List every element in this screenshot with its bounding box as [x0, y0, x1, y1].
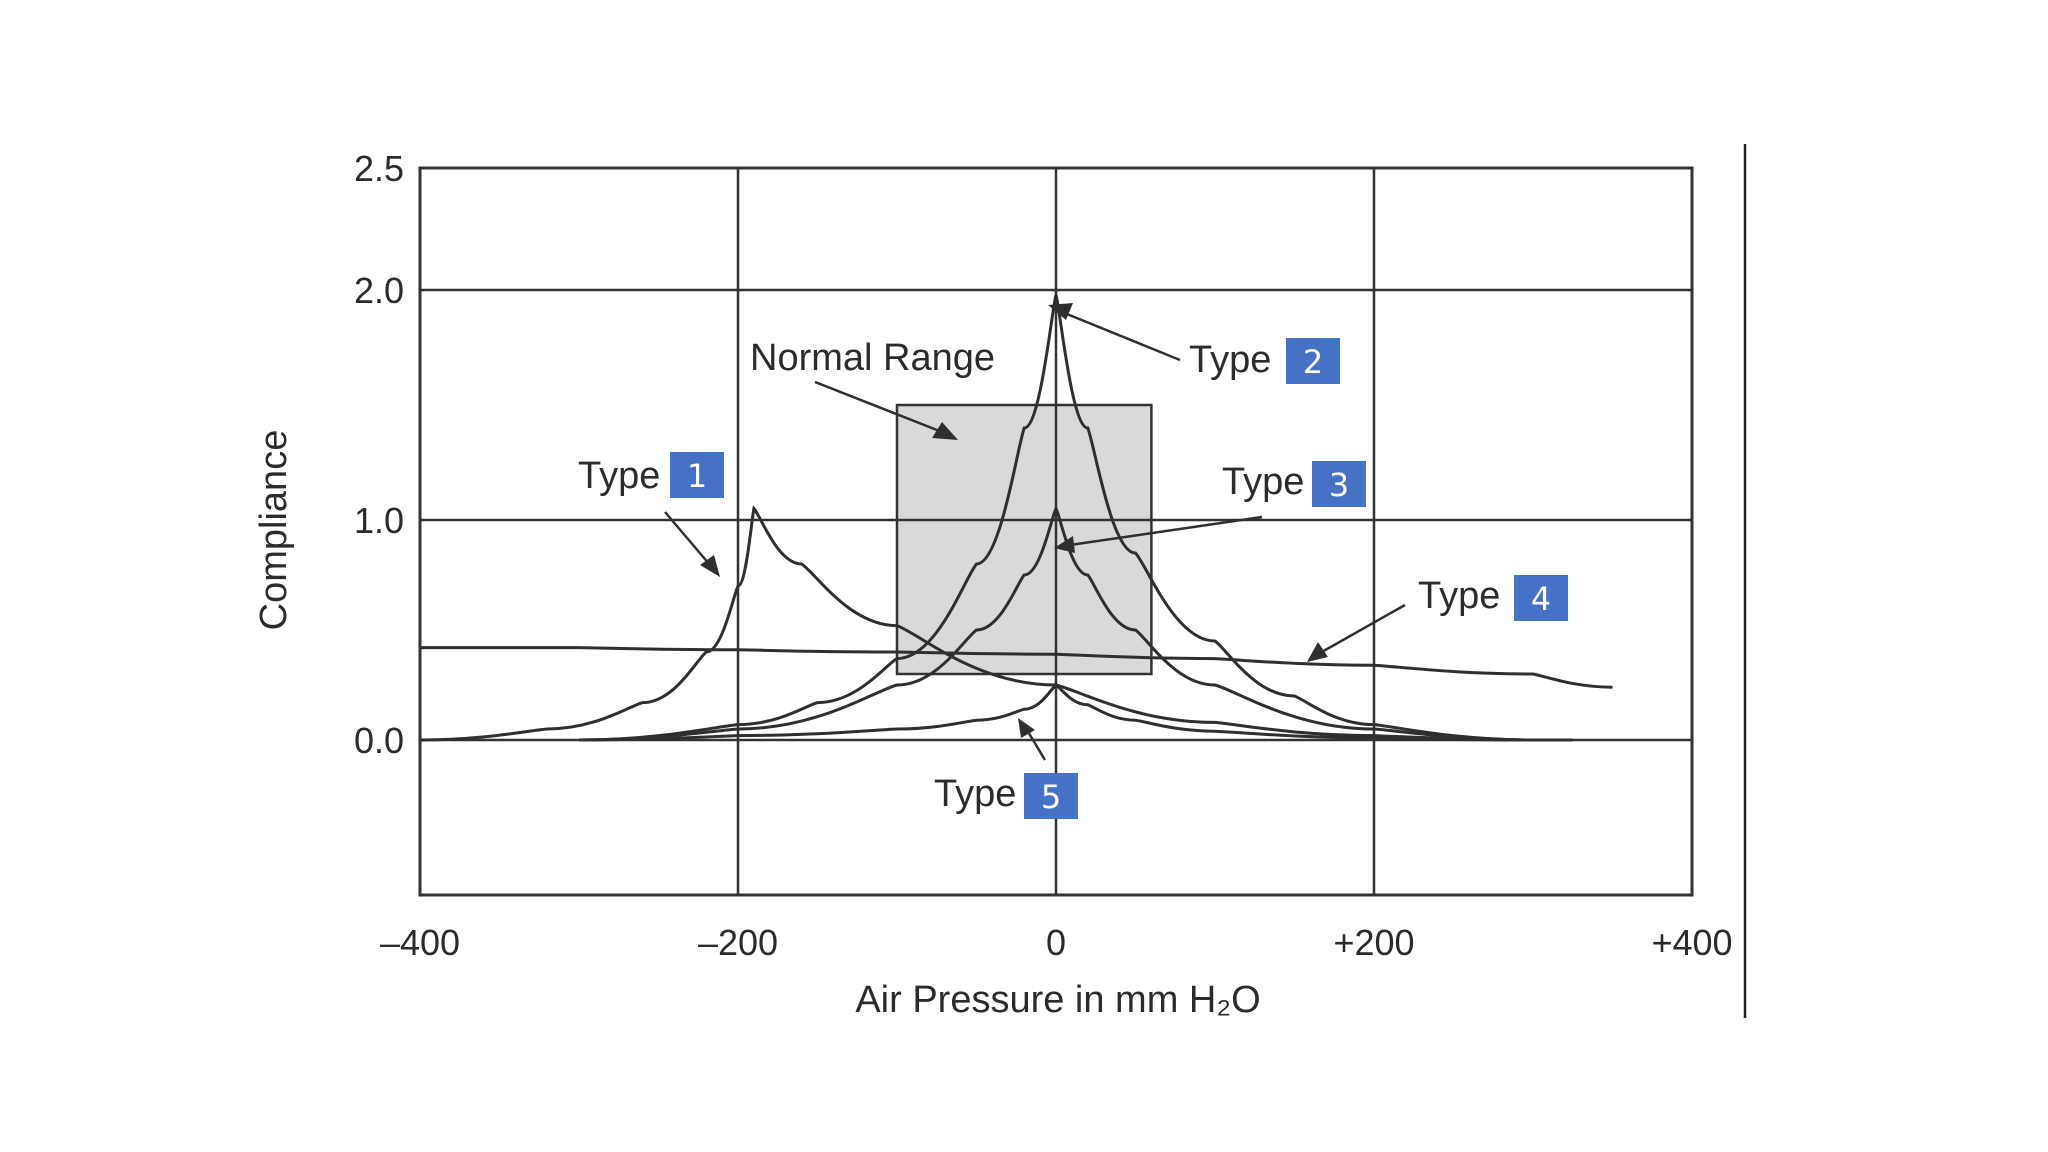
- type4-badge-box: [1514, 575, 1568, 621]
- type3-badge-number: 3: [1329, 466, 1349, 504]
- type1-arrow: [664, 511, 711, 566]
- type1-badge-number: 1: [687, 457, 707, 495]
- x-tick-label: –400: [380, 922, 460, 963]
- x-tick-label: +200: [1333, 922, 1414, 963]
- type5-arrowhead: [1018, 718, 1035, 738]
- type5-badge-box: [1024, 773, 1078, 819]
- type2-badge: 2: [1286, 338, 1340, 384]
- type3-badge-box: [1312, 461, 1366, 507]
- type4-arrowhead: [1307, 642, 1328, 662]
- type3-arrowhead: [1054, 536, 1075, 553]
- type2-arrow: [1061, 310, 1181, 362]
- y-tick-label: 2.5: [354, 148, 404, 189]
- type4-badge-number: 4: [1531, 580, 1551, 618]
- type5-badge: 5: [1024, 773, 1078, 819]
- type1-badge: 1: [670, 452, 724, 498]
- series-group: [419, 294, 1613, 742]
- series-2-curve: [578, 294, 1534, 742]
- y-tick-label: 1.0: [354, 500, 404, 541]
- type5-arrow: [1025, 729, 1047, 761]
- x-tick-label: +400: [1651, 922, 1732, 963]
- type2-arrowhead: [1048, 303, 1073, 320]
- y-axis-title: Compliance: [253, 430, 295, 631]
- type2-badge-box: [1286, 338, 1340, 384]
- type2-badge-number: 2: [1303, 343, 1323, 381]
- type3-arrow: [1069, 515, 1263, 547]
- type1-badge-box: [670, 452, 724, 498]
- normal-range-label: Normal Range: [750, 337, 995, 379]
- type5-badge-number: 5: [1041, 778, 1061, 816]
- normal-range-arrow: [814, 380, 943, 434]
- type2-label: Type: [1189, 339, 1271, 381]
- series-1-curve: [419, 505, 1573, 742]
- type4-badge: 4: [1514, 575, 1568, 621]
- x-tick-label: –200: [698, 922, 778, 963]
- series-5-curve: [578, 683, 1534, 742]
- series-3-curve: [578, 505, 1534, 742]
- y-tick-label: 0.0: [354, 720, 404, 761]
- type1-arrowhead: [700, 555, 720, 577]
- annotations: Normal Range Type Type Type Type Type: [578, 303, 1500, 815]
- normal-range-arrowhead: [932, 422, 958, 440]
- type1-label: Type: [578, 455, 660, 497]
- series-4-curve: [420, 646, 1613, 689]
- type4-label: Type: [1418, 575, 1500, 617]
- y-axis-ticks: 0.0 1.0 2.0 2.5: [354, 148, 404, 761]
- type4-arrow: [1319, 603, 1406, 655]
- x-tick-label: 0: [1046, 922, 1066, 963]
- type5-label: Type: [934, 773, 1016, 815]
- type3-label: Type: [1222, 461, 1304, 503]
- y-tick-label: 2.0: [354, 270, 404, 311]
- type3-badge: 3: [1312, 461, 1366, 507]
- x-axis-ticks: –400 –200 0 +200 +400: [380, 922, 1733, 963]
- x-axis-title: Air Pressure in mm H₂O: [855, 979, 1260, 1021]
